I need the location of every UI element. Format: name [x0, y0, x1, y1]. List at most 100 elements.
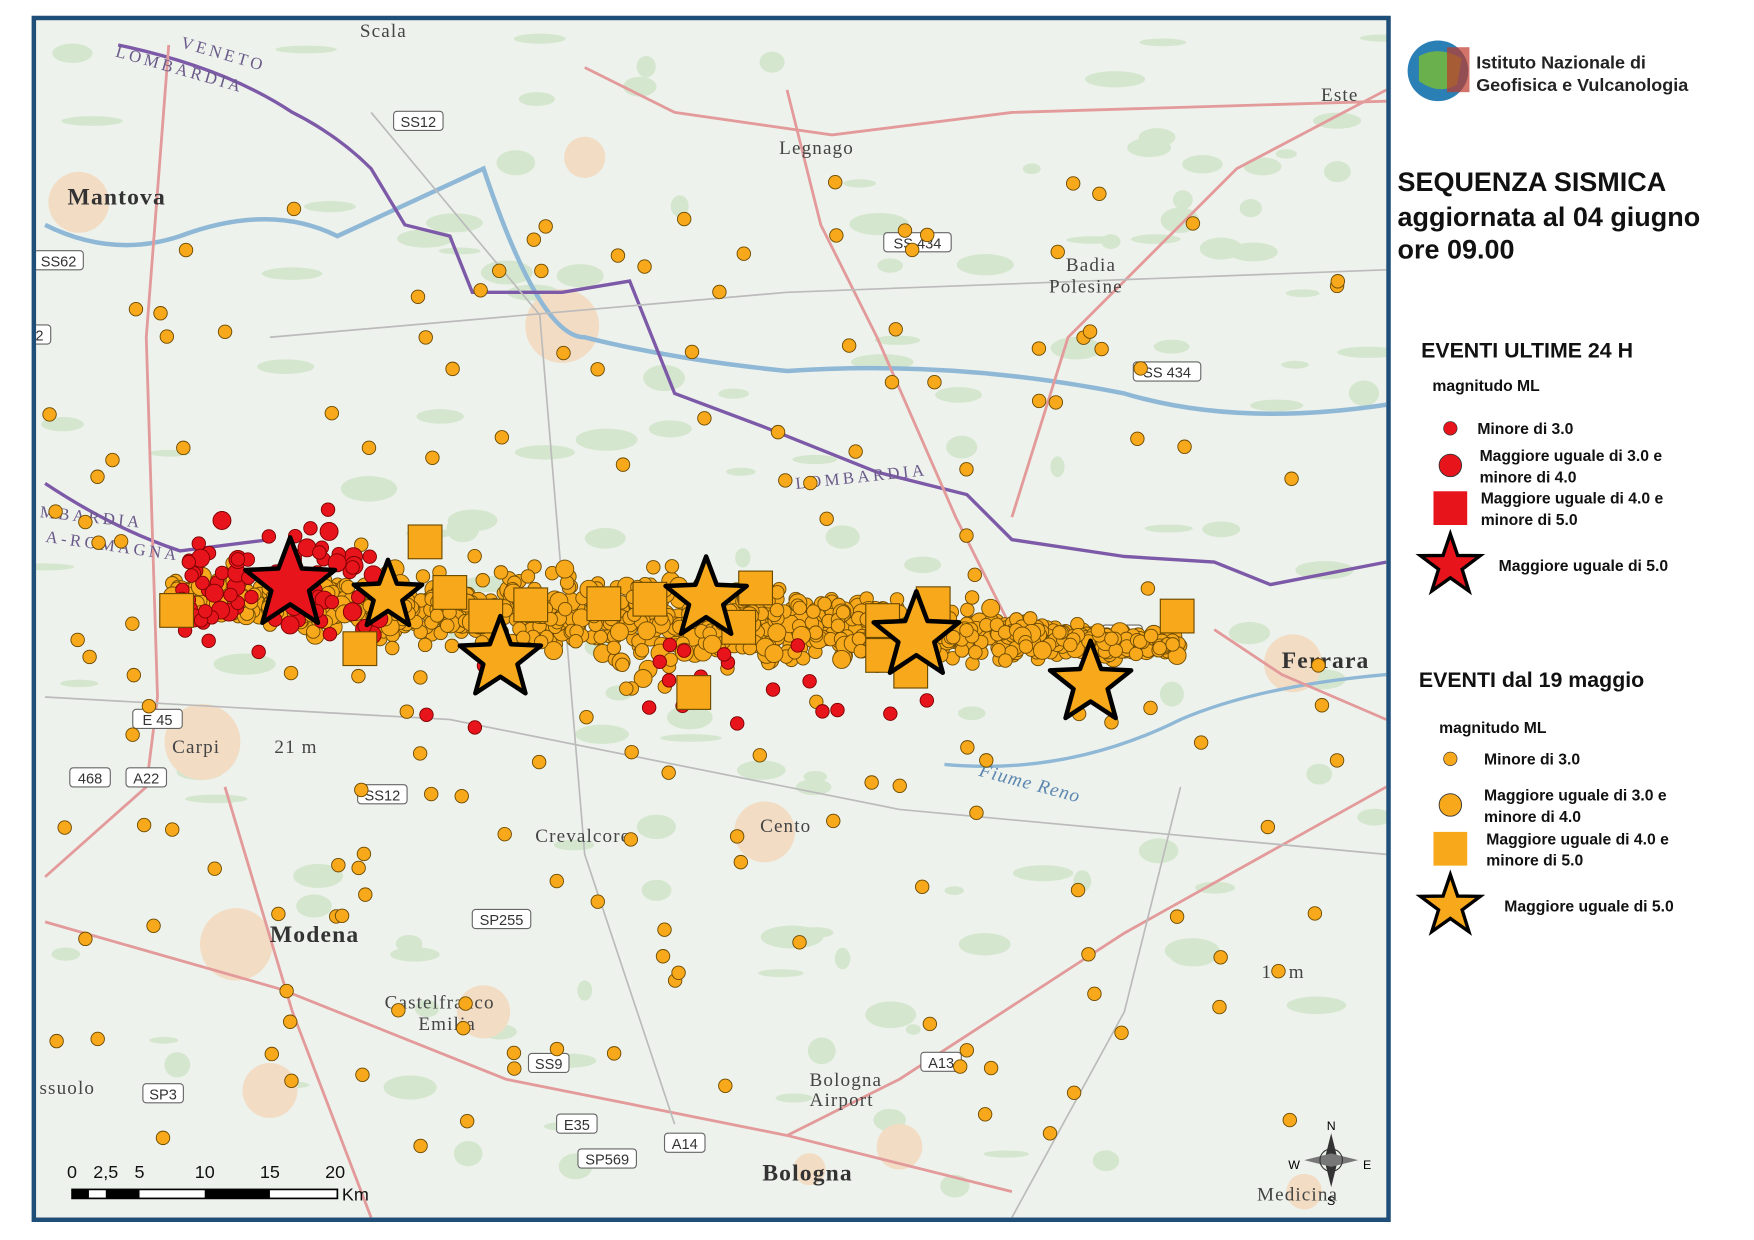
- legend-symbol: [1415, 528, 1486, 596]
- event-minor: [981, 598, 1001, 618]
- event-square: [407, 524, 443, 560]
- road-label: 468: [78, 772, 102, 788]
- land-patch: [759, 51, 785, 73]
- event-minor: [979, 753, 994, 768]
- title: ore 09.00: [1398, 235, 1515, 265]
- event-minor: [1213, 950, 1228, 965]
- event-minor: [778, 473, 793, 488]
- event-minor: [340, 579, 356, 595]
- legend-label: minore di 4.0: [1480, 469, 1577, 486]
- event-recent: [195, 575, 210, 591]
- event-minor: [888, 322, 903, 337]
- event-minor: [817, 596, 832, 612]
- event-minor: [549, 873, 564, 889]
- road-label: SS12: [364, 788, 400, 804]
- event-minor: [82, 649, 97, 665]
- event-recent: [652, 654, 667, 669]
- event-minor: [1152, 640, 1167, 656]
- event-minor: [454, 788, 469, 804]
- road-shield: [125, 767, 168, 788]
- event-minor: [444, 638, 460, 654]
- legend-symbol: [1443, 751, 1458, 766]
- scale-label: 15: [260, 1162, 280, 1182]
- event-minor: [1314, 698, 1330, 713]
- event-recent: [345, 560, 360, 575]
- land-patch: [1313, 112, 1362, 129]
- event-minor: [991, 643, 1006, 658]
- legend-label: Maggiore uguale di 3.0 e: [1484, 787, 1667, 804]
- event-minor: [1090, 623, 1106, 638]
- event-minor: [752, 748, 767, 763]
- event-minor: [361, 440, 377, 456]
- legend-label: Maggiore uguale di 3.0 e: [1480, 448, 1663, 465]
- land-patch: [636, 814, 677, 840]
- event-recent: [730, 716, 745, 731]
- event-minor: [279, 983, 294, 999]
- event-minor: [646, 560, 661, 575]
- place-label: Crevalcore: [535, 826, 630, 847]
- event-recent: [303, 521, 318, 536]
- place-label: Ferrara: [1282, 648, 1370, 674]
- land-patch: [736, 760, 786, 780]
- legend: EVENTI ULTIME 24 H magnitudo ML EVENTI d…: [1415, 338, 1674, 936]
- legend-label: minore di 5.0: [1486, 853, 1583, 870]
- land-patch: [1359, 34, 1387, 42]
- land-patch: [1285, 289, 1320, 298]
- land-patch: [1323, 161, 1351, 183]
- event-minor: [1193, 735, 1209, 750]
- land-patch: [1153, 339, 1190, 354]
- event-minor: [507, 1061, 522, 1076]
- event-minor: [473, 283, 488, 298]
- legend-symbol: [1438, 793, 1463, 817]
- event-recent: [327, 553, 347, 573]
- event-minor: [1104, 631, 1119, 646]
- basemap: Scala Mantova Legnago Este Badia Polesin…: [36, 20, 1387, 1218]
- event-minor: [412, 746, 428, 761]
- event-minor: [264, 1046, 279, 1062]
- legend-label: Maggiore uguale di 4.0 e: [1486, 831, 1669, 848]
- land-patch: [983, 1150, 1030, 1158]
- event-minor: [657, 922, 672, 937]
- event-star: [663, 554, 749, 636]
- land-patch: [296, 894, 332, 918]
- event-minor: [70, 632, 85, 648]
- event-recent: [214, 565, 230, 581]
- event-minor: [832, 649, 852, 669]
- event-recent: [181, 554, 197, 570]
- event-minor: [977, 1107, 993, 1122]
- land-patch: [584, 527, 626, 549]
- land-patch: [1159, 681, 1184, 707]
- event-minor: [1177, 439, 1192, 454]
- event-minor: [1081, 947, 1096, 962]
- title: aggiornata al 04 giugno: [1398, 202, 1701, 232]
- event-minor: [1329, 753, 1345, 768]
- scale-label: 20: [325, 1162, 345, 1182]
- legend-label: Maggiore uguale di 4.0 e: [1481, 491, 1664, 508]
- event-minor: [609, 622, 629, 642]
- minor-roads: [45, 111, 1387, 1218]
- event-minor: [284, 1073, 299, 1089]
- land-patch: [1084, 71, 1146, 88]
- place-label: Modena: [270, 922, 359, 948]
- place-label: Cento: [760, 816, 811, 837]
- event-minor: [964, 590, 980, 605]
- event-recent: [201, 633, 216, 649]
- land-patch: [825, 525, 860, 549]
- event-minor: [334, 908, 350, 923]
- legend-symbol: [1433, 831, 1468, 866]
- road-shield: [663, 1132, 706, 1153]
- event-minor: [424, 786, 439, 802]
- road-shield: [471, 908, 532, 930]
- land-patch: [61, 116, 123, 126]
- legend-heading: EVENTI dal 19 maggio: [1419, 668, 1644, 692]
- event-minor: [105, 452, 120, 468]
- event-minor: [829, 228, 844, 243]
- event-minor: [967, 567, 982, 583]
- scale-label: 5: [135, 1162, 145, 1182]
- event-minor: [579, 710, 594, 725]
- land-patch: [514, 445, 575, 460]
- land-patch: [383, 1075, 437, 1100]
- event-minor: [538, 219, 553, 234]
- event-minor: [413, 1138, 428, 1154]
- event-minor: [475, 573, 490, 588]
